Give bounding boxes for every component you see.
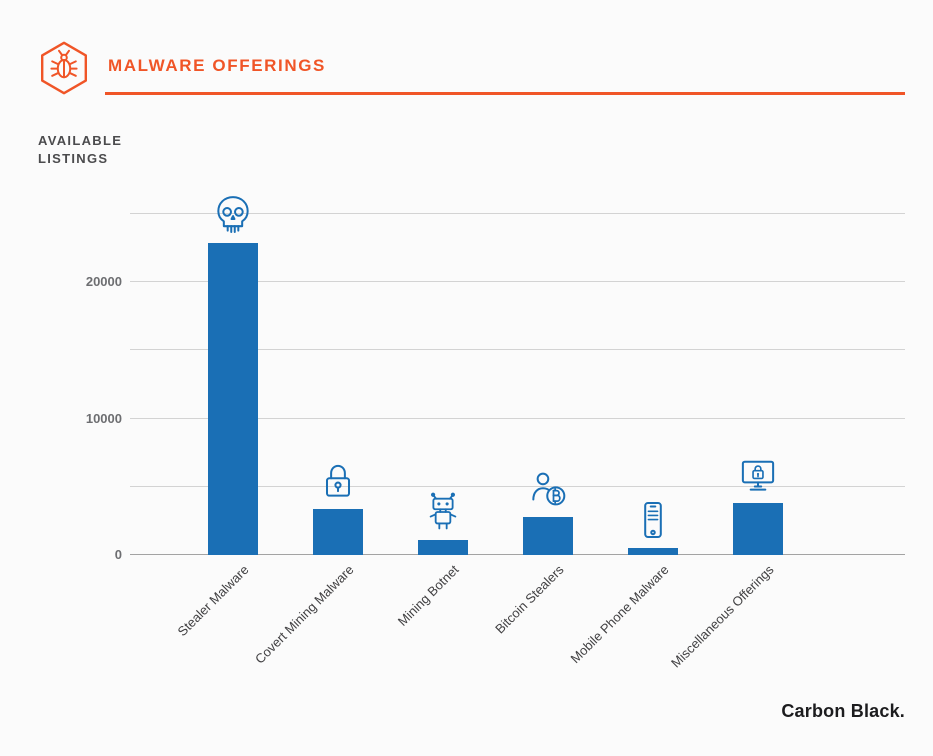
bitcoin-stealer-icon <box>526 467 570 511</box>
plot-area <box>130 214 905 555</box>
x-axis-line <box>130 554 905 555</box>
gridline <box>130 349 905 351</box>
y-axis-title-line1: AVAILABLE <box>38 133 123 148</box>
bar <box>207 242 258 555</box>
bar-column <box>180 125 285 555</box>
bar-column <box>705 125 810 555</box>
y-tick-label: 0 <box>114 547 122 562</box>
bar-column <box>495 125 600 555</box>
monitor-lock-icon <box>736 453 780 497</box>
x-axis-label: Miscellaneous Offerings <box>667 562 777 671</box>
bar-column <box>390 125 495 555</box>
brand-dot: . <box>899 701 905 721</box>
gridline <box>130 417 905 419</box>
header-divider <box>105 92 905 95</box>
x-axis-label: Mobile Phone Malware <box>566 562 672 667</box>
bar <box>627 548 678 555</box>
bar <box>732 503 783 555</box>
gridline <box>130 213 905 214</box>
x-axis-label: Stealer Malware <box>174 562 252 640</box>
bug-hexagon-icon <box>36 40 92 96</box>
bar <box>312 508 363 555</box>
y-tick-label: 10000 <box>85 410 122 426</box>
x-axis-label: Mining Botnet <box>394 562 462 629</box>
bar <box>417 540 468 555</box>
x-axis-labels: Stealer Malware Covert Mining Malware Mini… <box>0 562 933 702</box>
padlock-icon <box>316 459 360 503</box>
x-axis-label: Bitcoin Stealers <box>491 562 567 637</box>
y-tick-label: 20000 <box>85 274 122 290</box>
chart-title: MALWARE OFFERINGS <box>108 56 326 75</box>
bar-column <box>600 125 705 555</box>
robot-icon <box>421 490 465 534</box>
brand-logo: Carbon Black. <box>781 701 905 722</box>
x-axis-label: Covert Mining Malware <box>251 562 357 667</box>
gridline <box>130 485 905 487</box>
bar-column <box>285 125 390 555</box>
ytick-labels: 0 10000 20000 <box>50 214 122 562</box>
y-axis-title-line2: LISTINGS <box>38 151 109 166</box>
y-axis-title: AVAILABLE LISTINGS <box>38 132 122 168</box>
brand-name: Carbon Black <box>781 701 900 721</box>
gridline <box>130 281 905 283</box>
smartphone-icon <box>631 498 675 542</box>
bar <box>522 516 573 555</box>
bars-layer <box>180 214 810 555</box>
skull-icon <box>211 193 255 237</box>
